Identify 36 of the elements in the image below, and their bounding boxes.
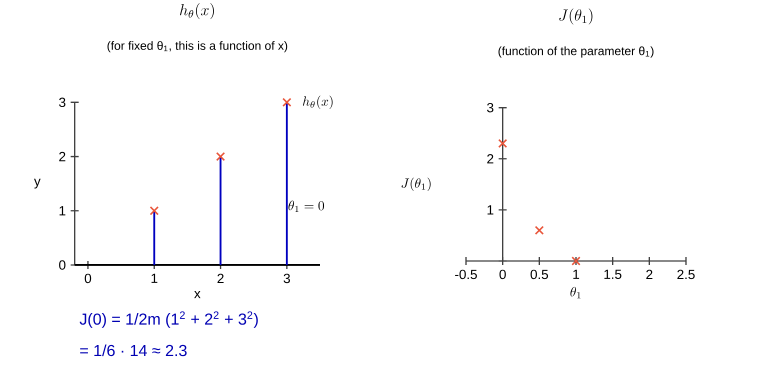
x-tick-label: 0 xyxy=(499,270,506,280)
y-tick-label: 2 xyxy=(59,152,66,162)
x-axis-title: $\theta_1$ xyxy=(570,286,581,298)
x-tick-label: 2 xyxy=(646,270,652,280)
point xyxy=(216,152,226,162)
x-tick-label: -0.5 xyxy=(455,270,477,280)
x-tick-label: 1 xyxy=(573,270,580,279)
y-axis-title: $J(\theta_1)$ xyxy=(402,178,431,192)
annotation: $\theta_1 = 0$ xyxy=(288,200,324,212)
chart-subtitle: (function of the parameter θ$_{1}$) xyxy=(498,46,654,58)
x-tick-label: 1.5 xyxy=(604,270,622,279)
x-tick-label: 3 xyxy=(284,274,290,284)
y-tick-label: 3 xyxy=(59,98,66,108)
text: = 1/6 · 14 ≈ 2.3 xyxy=(80,344,187,356)
point xyxy=(498,138,508,148)
chart-subtitle: (for fixed θ$_{1}$, this is a function of x) xyxy=(108,41,288,52)
y-tick-label: 3 xyxy=(487,102,494,112)
y-tick-label: 0 xyxy=(59,260,66,270)
x-tick-label: 0.5 xyxy=(530,270,548,280)
x-tick-label: 2.5 xyxy=(677,270,695,280)
y-tick-label: 1 xyxy=(488,205,494,214)
point xyxy=(150,206,159,216)
text: J(0) = 1/2m (1$^{2}$ + 2$^{2}$ + 3$^{2}$) xyxy=(80,311,258,328)
y-axis-title: y xyxy=(34,178,41,189)
chart-title: $J(\theta_1)$ xyxy=(559,8,592,24)
annotation: $h_\theta(x)$ xyxy=(302,96,333,110)
x-tick-label: 0 xyxy=(84,274,92,284)
y-tick-label: 1 xyxy=(60,206,66,216)
x-tick-label: 2 xyxy=(218,274,224,284)
point xyxy=(534,226,544,235)
x-tick-label: 1 xyxy=(152,274,158,283)
point xyxy=(571,256,581,266)
x-axis-title: x xyxy=(194,291,201,298)
point xyxy=(282,98,292,107)
y-tick-label: 2 xyxy=(487,154,494,164)
chart-title: $h_\theta(x)$ xyxy=(180,3,214,20)
